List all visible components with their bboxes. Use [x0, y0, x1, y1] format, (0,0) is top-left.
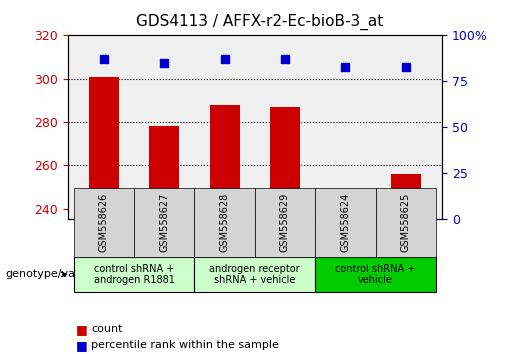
- Text: GSM558625: GSM558625: [401, 193, 411, 252]
- Text: GSM558628: GSM558628: [219, 193, 230, 252]
- Text: percentile rank within the sample: percentile rank within the sample: [91, 340, 279, 350]
- Text: genotype/variation: genotype/variation: [5, 269, 111, 279]
- Text: GSM558627: GSM558627: [159, 193, 169, 252]
- Text: control shRNA +
androgen R1881: control shRNA + androgen R1881: [94, 263, 175, 285]
- Bar: [149, 126, 179, 219]
- Point: [220, 57, 229, 62]
- Text: control shRNA +
vehicle: control shRNA + vehicle: [335, 263, 415, 285]
- Text: ■: ■: [75, 323, 87, 336]
- Text: ■: ■: [75, 339, 87, 352]
- Bar: [89, 76, 119, 219]
- Point: [281, 57, 289, 62]
- Point: [100, 57, 108, 62]
- Point: [401, 64, 410, 69]
- Bar: [330, 202, 360, 219]
- Point: [341, 64, 349, 69]
- Text: GSM558626: GSM558626: [99, 193, 109, 252]
- Text: GSM558624: GSM558624: [341, 193, 350, 252]
- Text: count: count: [91, 324, 123, 334]
- Bar: [210, 105, 240, 219]
- Point: [160, 60, 168, 66]
- Text: GDS4113 / AFFX-r2-Ec-bioB-3_at: GDS4113 / AFFX-r2-Ec-bioB-3_at: [136, 14, 384, 30]
- Bar: [270, 107, 300, 219]
- Text: androgen receptor
shRNA + vehicle: androgen receptor shRNA + vehicle: [210, 263, 300, 285]
- Text: GSM558629: GSM558629: [280, 193, 290, 252]
- Bar: [391, 174, 421, 219]
